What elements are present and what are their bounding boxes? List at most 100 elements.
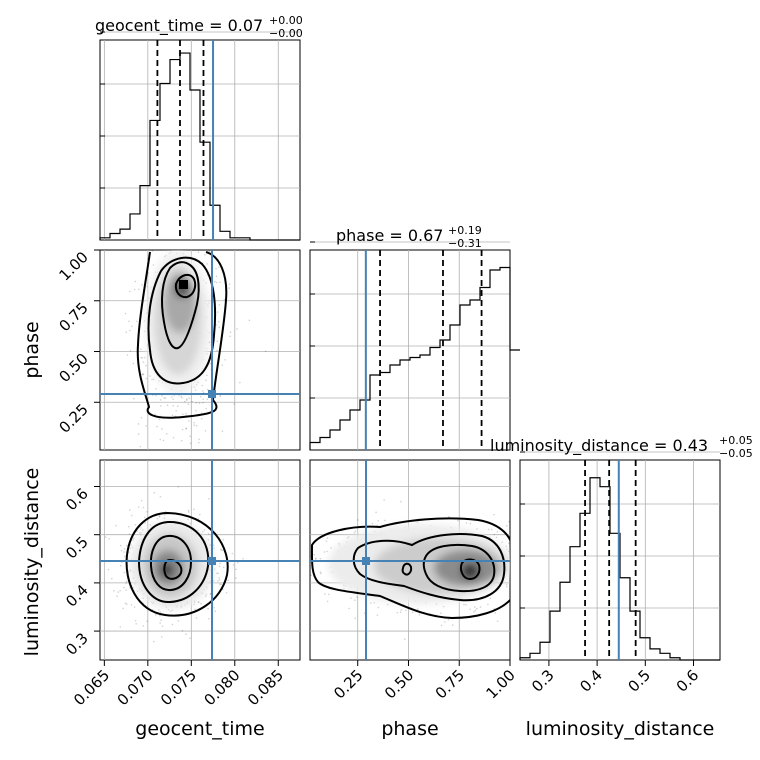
- sample-point: [195, 401, 198, 404]
- sample-point: [138, 246, 140, 248]
- sample-point: [181, 396, 183, 399]
- contour-small-island: [401, 562, 413, 576]
- sample-point: [142, 624, 145, 627]
- sample-point: [163, 517, 166, 519]
- sample-point: [123, 555, 126, 558]
- sample-point: [505, 583, 508, 586]
- sample-point: [123, 547, 126, 550]
- sample-point: [206, 263, 208, 265]
- sample-point: [209, 593, 212, 595]
- sample-point: [377, 606, 380, 609]
- sample-point: [197, 601, 200, 603]
- tick-label: 0.50: [381, 666, 417, 702]
- contour-outer: [125, 511, 229, 617]
- sample-point: [219, 583, 221, 585]
- histogram-luminosity-distance: [519, 460, 720, 661]
- sample-point: [469, 608, 471, 611]
- sample-point: [134, 280, 137, 283]
- sample-point: [107, 568, 110, 571]
- panel-2d-luminosity-distance-vs-phase: [301, 459, 518, 661]
- sample-point: [96, 537, 98, 539]
- tick-label: 0.075: [157, 666, 200, 709]
- contour-inner: [422, 543, 496, 593]
- sample-point: [126, 354, 129, 356]
- sample-point: [159, 622, 161, 624]
- density-level-4: [161, 563, 173, 577]
- ylabel-phase: phase: [21, 321, 43, 378]
- sample-point: [125, 582, 127, 584]
- sample-point: [141, 373, 144, 376]
- sample-point: [479, 606, 482, 608]
- sample-point: [195, 425, 198, 427]
- sample-point: [133, 288, 136, 291]
- sample-point: [198, 453, 200, 455]
- sample-point: [330, 546, 332, 549]
- sample-point: [196, 247, 198, 249]
- sample-point: [515, 570, 517, 572]
- sample-point: [137, 433, 140, 435]
- tick-label: 0.080: [201, 666, 244, 709]
- sample-point: [233, 403, 235, 405]
- sample-point: [194, 608, 196, 611]
- sample-point: [194, 389, 197, 391]
- sample-point: [159, 611, 162, 613]
- sample-point: [221, 364, 224, 366]
- sample-point: [171, 243, 173, 245]
- sample-point: [195, 383, 198, 386]
- sample-point: [205, 379, 207, 381]
- tick-label: 0.75: [432, 666, 468, 702]
- sample-point: [400, 500, 402, 503]
- sample-point: [209, 362, 212, 365]
- sample-point: [193, 508, 195, 511]
- sample-point: [505, 545, 507, 548]
- sample-point: [185, 427, 187, 430]
- sample-point: [132, 539, 134, 541]
- tick-label: 1.00: [55, 248, 91, 284]
- sample-point: [158, 515, 161, 517]
- sample-point: [142, 373, 145, 376]
- sample-point: [198, 441, 200, 444]
- sample-point: [166, 404, 169, 407]
- sample-point: [168, 242, 170, 244]
- sample-point: [139, 445, 142, 448]
- sample-point: [125, 603, 128, 606]
- sample-point: [135, 623, 137, 625]
- sample-point: [201, 384, 204, 387]
- sample-point: [195, 409, 197, 412]
- sample-point: [172, 436, 175, 439]
- sample-point: [158, 515, 161, 518]
- sample-point: [197, 601, 200, 603]
- sample-point: [220, 548, 222, 551]
- sample-point: [158, 609, 160, 611]
- sample-point: [411, 611, 414, 614]
- sample-point: [511, 547, 513, 549]
- contour-middle: [137, 520, 210, 604]
- sample-point: [142, 372, 144, 375]
- contour-middle: [147, 256, 217, 385]
- sample-point: [227, 579, 229, 582]
- sample-point: [217, 572, 219, 575]
- sample-point: [215, 267, 217, 270]
- sample-point: [129, 547, 131, 550]
- sample-point: [493, 513, 495, 516]
- sample-point: [137, 423, 140, 425]
- sample-point: [117, 591, 119, 593]
- sample-point: [242, 557, 244, 560]
- sample-point: [516, 572, 518, 574]
- sample-point: [163, 397, 165, 399]
- sample-point: [181, 630, 184, 632]
- sample-point: [161, 625, 164, 627]
- sample-point: [187, 245, 189, 247]
- sample-point: [225, 592, 228, 594]
- sample-point: [153, 492, 156, 494]
- sample-point: [310, 573, 311, 576]
- sample-point: [219, 281, 221, 284]
- sample-point: [201, 390, 204, 392]
- sample-point: [152, 264, 155, 266]
- sample-point: [189, 442, 192, 445]
- sample-point: [301, 600, 303, 602]
- sample-point: [493, 533, 496, 536]
- sample-point: [169, 610, 172, 613]
- sample-point: [343, 587, 345, 590]
- sample-point: [209, 544, 211, 546]
